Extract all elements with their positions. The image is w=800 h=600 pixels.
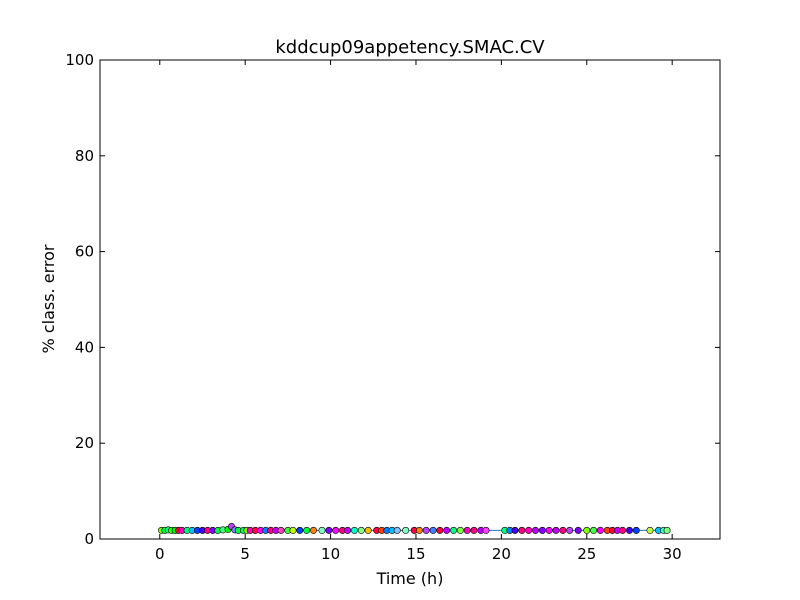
data-point [482,526,490,534]
data-point [470,526,478,534]
data-point [357,526,365,534]
ticks-layer: 0 5 10 15 20 25 30 0 20 40 60 80 100 [65,51,720,563]
x-tick-label: 25 [577,545,596,563]
data-point [309,526,317,534]
data-point [415,526,423,534]
data-point [463,526,471,534]
data-point [538,526,546,534]
data-point [303,526,311,534]
data-point [402,526,410,534]
data-point [296,526,304,534]
data-point [619,526,627,534]
x-tick-label: 0 [155,545,165,563]
data-point [393,526,401,534]
data-point [318,526,326,534]
data-point [531,526,539,534]
data-point [450,526,458,534]
plot-area [100,60,720,539]
y-tick-label: 80 [75,147,94,165]
x-tick-label: 10 [321,545,340,563]
data-point [559,526,567,534]
data-point [518,526,526,534]
data-layer [158,522,671,534]
data-point [552,526,560,534]
x-tick-label: 15 [406,545,425,563]
data-point [583,526,591,534]
y-axis-label: % class. error [39,244,58,353]
data-point [289,526,297,534]
data-point [625,526,633,534]
chart-title: kddcup09appetency.SMAC.CV [275,37,545,58]
data-point [350,526,358,534]
x-tick-label: 20 [492,545,511,563]
y-tick-label: 0 [84,530,94,548]
y-tick-label: 100 [65,51,94,69]
data-point [545,526,553,534]
data-point [596,526,604,534]
data-point [429,526,437,534]
y-tick-label: 40 [75,338,94,356]
data-point [632,526,640,534]
y-tick-label: 20 [75,434,94,452]
data-point [646,526,654,534]
data-point [511,526,519,534]
data-point [422,526,430,534]
data-point [574,526,582,534]
data-point [332,526,340,534]
x-tick-label: 5 [240,545,250,563]
data-point [456,526,464,534]
data-point [344,526,352,534]
data-point [325,526,333,534]
data-point [436,526,444,534]
data-point [525,526,533,534]
y-tick-label: 60 [75,243,94,261]
x-axis-label: Time (h) [376,569,444,588]
data-point [443,526,451,534]
data-point [364,526,372,534]
data-point [566,526,574,534]
data-point [590,526,598,534]
x-tick-label: 30 [663,545,682,563]
plot-frame [99,59,721,540]
data-point [663,526,671,534]
data-point [277,526,285,534]
